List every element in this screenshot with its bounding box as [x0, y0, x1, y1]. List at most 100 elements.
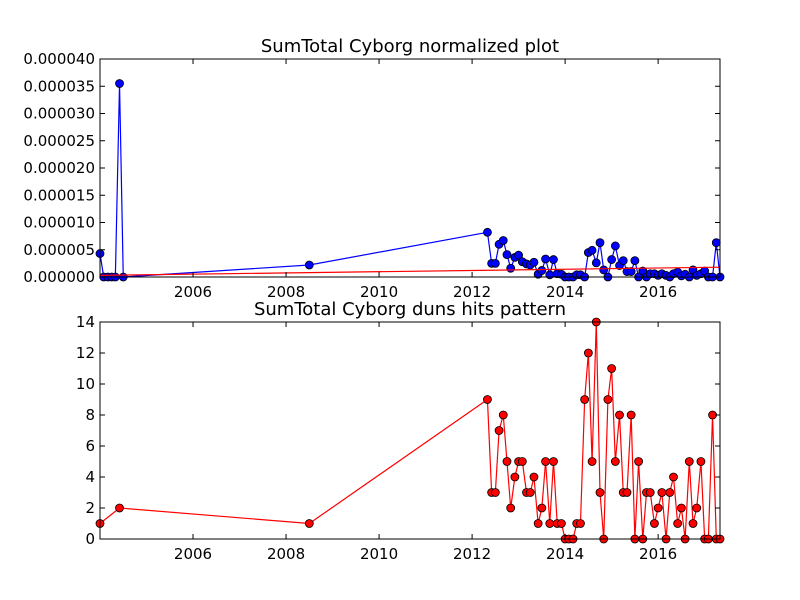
normalized-plot-data-point: [541, 254, 550, 264]
duns-hits-plot-x-tick-label: 2010: [360, 545, 398, 563]
normalized-plot-x-tick-label: 2008: [267, 283, 305, 301]
duns-hits-plot-data-point: [595, 488, 605, 497]
duns-hits-plot-data-point: [688, 519, 698, 528]
duns-hits-plot-y-tick-label: 0: [85, 530, 95, 548]
duns-hits-plot-data-point: [506, 503, 516, 513]
duns-hits-plot-data-point: [645, 488, 655, 497]
duns-hits-plot-x-tick-label: 2006: [174, 545, 212, 563]
duns-hits-plot-x-tick-label: 2012: [453, 545, 491, 563]
duns-hits-plot-data-point: [607, 364, 617, 373]
normalized-plot-title: SumTotal Cyborg normalized plot: [261, 36, 559, 57]
normalized-plot-data-point: [626, 267, 636, 276]
normalized-plot-data-point: [595, 238, 605, 248]
normalized-plot-y-tick-label: 0.000015: [23, 186, 95, 204]
duns-hits-plot-data-point: [557, 519, 566, 528]
duns-hits-plot-data-point: [576, 519, 585, 528]
normalized-plot-x-tick-label: 2006: [174, 283, 212, 301]
normalized-plot-x-ticks: 2006 2008 2010 2012 2014 2016: [174, 59, 677, 301]
duns-hits-plot-data-point: [657, 488, 667, 497]
duns-hits-plot-data-point: [494, 426, 504, 435]
duns-hits-plot-y-tick-label: 4: [85, 468, 95, 486]
duns-hits-plot-data-point: [502, 457, 512, 466]
duns-hits-plot-data-point: [677, 503, 686, 513]
normalized-plot-data-point: [549, 255, 558, 264]
normalized-plot-data-point: [115, 79, 124, 88]
duns-hits-plot-x-ticks: 2006 2008 2010 2012 2014 2016: [174, 322, 677, 563]
normalized-plot-data-point: [545, 270, 555, 280]
duns-hits-plot-data-point: [626, 410, 636, 420]
duns-hits-plot-data-point: [529, 472, 539, 482]
duns-hits-plot-data-point: [115, 503, 124, 513]
duns-hits-plot-data-point: [533, 519, 543, 528]
duns-hits-plot-data-point: [483, 395, 492, 404]
normalized-plot-y-ticks: 0.000000 0.000005 0.000010 0.000015 0.000020…: [23, 50, 720, 286]
duns-hits-plot-data-point: [615, 410, 624, 420]
normalized-plot-data-point: [537, 266, 547, 275]
duns-hits-plot-y-ticks: 0 2 4 6 8 10 12 14: [76, 313, 720, 548]
normalized-plot-data-point: [599, 265, 609, 275]
duns-hits-plot-series-line-0: [99, 321, 720, 540]
duns-hits-plot-title: SumTotal Cyborg duns hits pattern: [254, 299, 566, 320]
normalized-plot-x-tick-label: 2012: [453, 283, 491, 301]
normalized-plot-series-line-0: [99, 83, 721, 279]
duns-hits-plot-data-point: [583, 348, 593, 358]
normalized-plot-data-point: [618, 256, 628, 266]
duns-hits-plot-data-point: [510, 472, 520, 482]
normalized-plot-data-point: [498, 236, 508, 245]
duns-hits-plot-y-tick-label: 10: [76, 375, 95, 393]
normalized-plot-data-point: [711, 238, 721, 248]
normalized-plot-data-point: [591, 258, 601, 268]
duns-hits-plot-data-point: [669, 472, 678, 482]
duns-hits-plot-data-point: [684, 457, 694, 466]
normalized-plot-data-point: [304, 260, 314, 270]
duns-hits-plot-data-point: [580, 395, 590, 404]
duns-hits-plot-y-tick-label: 8: [85, 406, 95, 424]
normalized-plot-y-tick-label: 0.000010: [23, 214, 95, 232]
duns-hits-plot-series-layer: [95, 317, 725, 544]
normalized-plot-data-point: [483, 227, 492, 237]
normalized-plot-data-point: [506, 263, 516, 273]
duns-hits-plot-x-tick-label: 2008: [267, 545, 305, 563]
duns-hits-plot-data-point: [622, 488, 632, 497]
normalized-plot-data-point: [587, 245, 597, 255]
duns-hits-plot-data-point: [498, 410, 508, 420]
duns-hits-plot-y-tick-label: 2: [85, 499, 95, 517]
normalized-plot-frame: [99, 58, 721, 278]
normalized-plot-x-tick-label: 2016: [639, 283, 677, 301]
duns-hits-plot-x-tick-label: 2014: [546, 545, 584, 563]
duns-hits-plot-data-point: [650, 519, 659, 528]
normalized-plot-y-tick-label: 0.000040: [23, 50, 95, 68]
normalized-plot-y-tick-label: 0.000025: [23, 132, 95, 150]
duns-hits-plot-data-point: [525, 488, 535, 497]
normalized-plot-data-point: [529, 257, 539, 267]
normalized-plot-data-point: [490, 258, 500, 268]
normalized-plot-data-point: [502, 250, 512, 260]
normalized-plot-data-point: [514, 250, 523, 260]
duns-hits-plot-data-point: [665, 488, 675, 497]
normalized-plot-y-tick-label: 0.000000: [23, 268, 95, 286]
duns-hits-plot-data-point: [304, 519, 314, 528]
duns-hits-plot-data-point: [692, 503, 702, 513]
duns-hits-plot-x-tick-label: 2016: [639, 545, 677, 563]
duns-hits-plot-data-point: [537, 503, 547, 513]
normalized-plot-y-tick-label: 0.000030: [23, 105, 95, 123]
normalized-plot-y-tick-label: 0.000005: [23, 241, 95, 259]
duns-hits-plot-data-point: [549, 457, 558, 466]
duns-hits-plot-data-point: [673, 519, 683, 528]
normalized-plot-data-point: [610, 241, 620, 251]
normalized-plot-series-line-1: [99, 266, 721, 276]
duns-hits-plot-data-point: [490, 488, 500, 497]
duns-hits-plot-y-tick-label: 14: [76, 313, 95, 331]
normalized-plot: 2006 2008 2010 2012 2014 2016 0.0000000.00000…: [23, 36, 725, 301]
normalized-plot-y-tick-label: 0.000020: [23, 159, 95, 177]
duns-hits-plot: 2006 2008 2010 2012 2014 2016 0 2 4 6 8 10 12 14 Sum…: [76, 299, 725, 563]
duns-hits-plot-data-point: [545, 519, 555, 528]
normalized-plot-x-tick-label: 2010: [360, 283, 398, 301]
duns-hits-plot-data-point: [610, 457, 620, 466]
normalized-plot-data-point: [630, 256, 640, 266]
duns-hits-plot-data-point: [603, 395, 613, 404]
normalized-plot-y-tick-label: 0.000035: [23, 77, 95, 95]
normalized-plot-data-point: [607, 255, 617, 264]
duns-hits-plot-y-tick-label: 12: [76, 344, 95, 362]
